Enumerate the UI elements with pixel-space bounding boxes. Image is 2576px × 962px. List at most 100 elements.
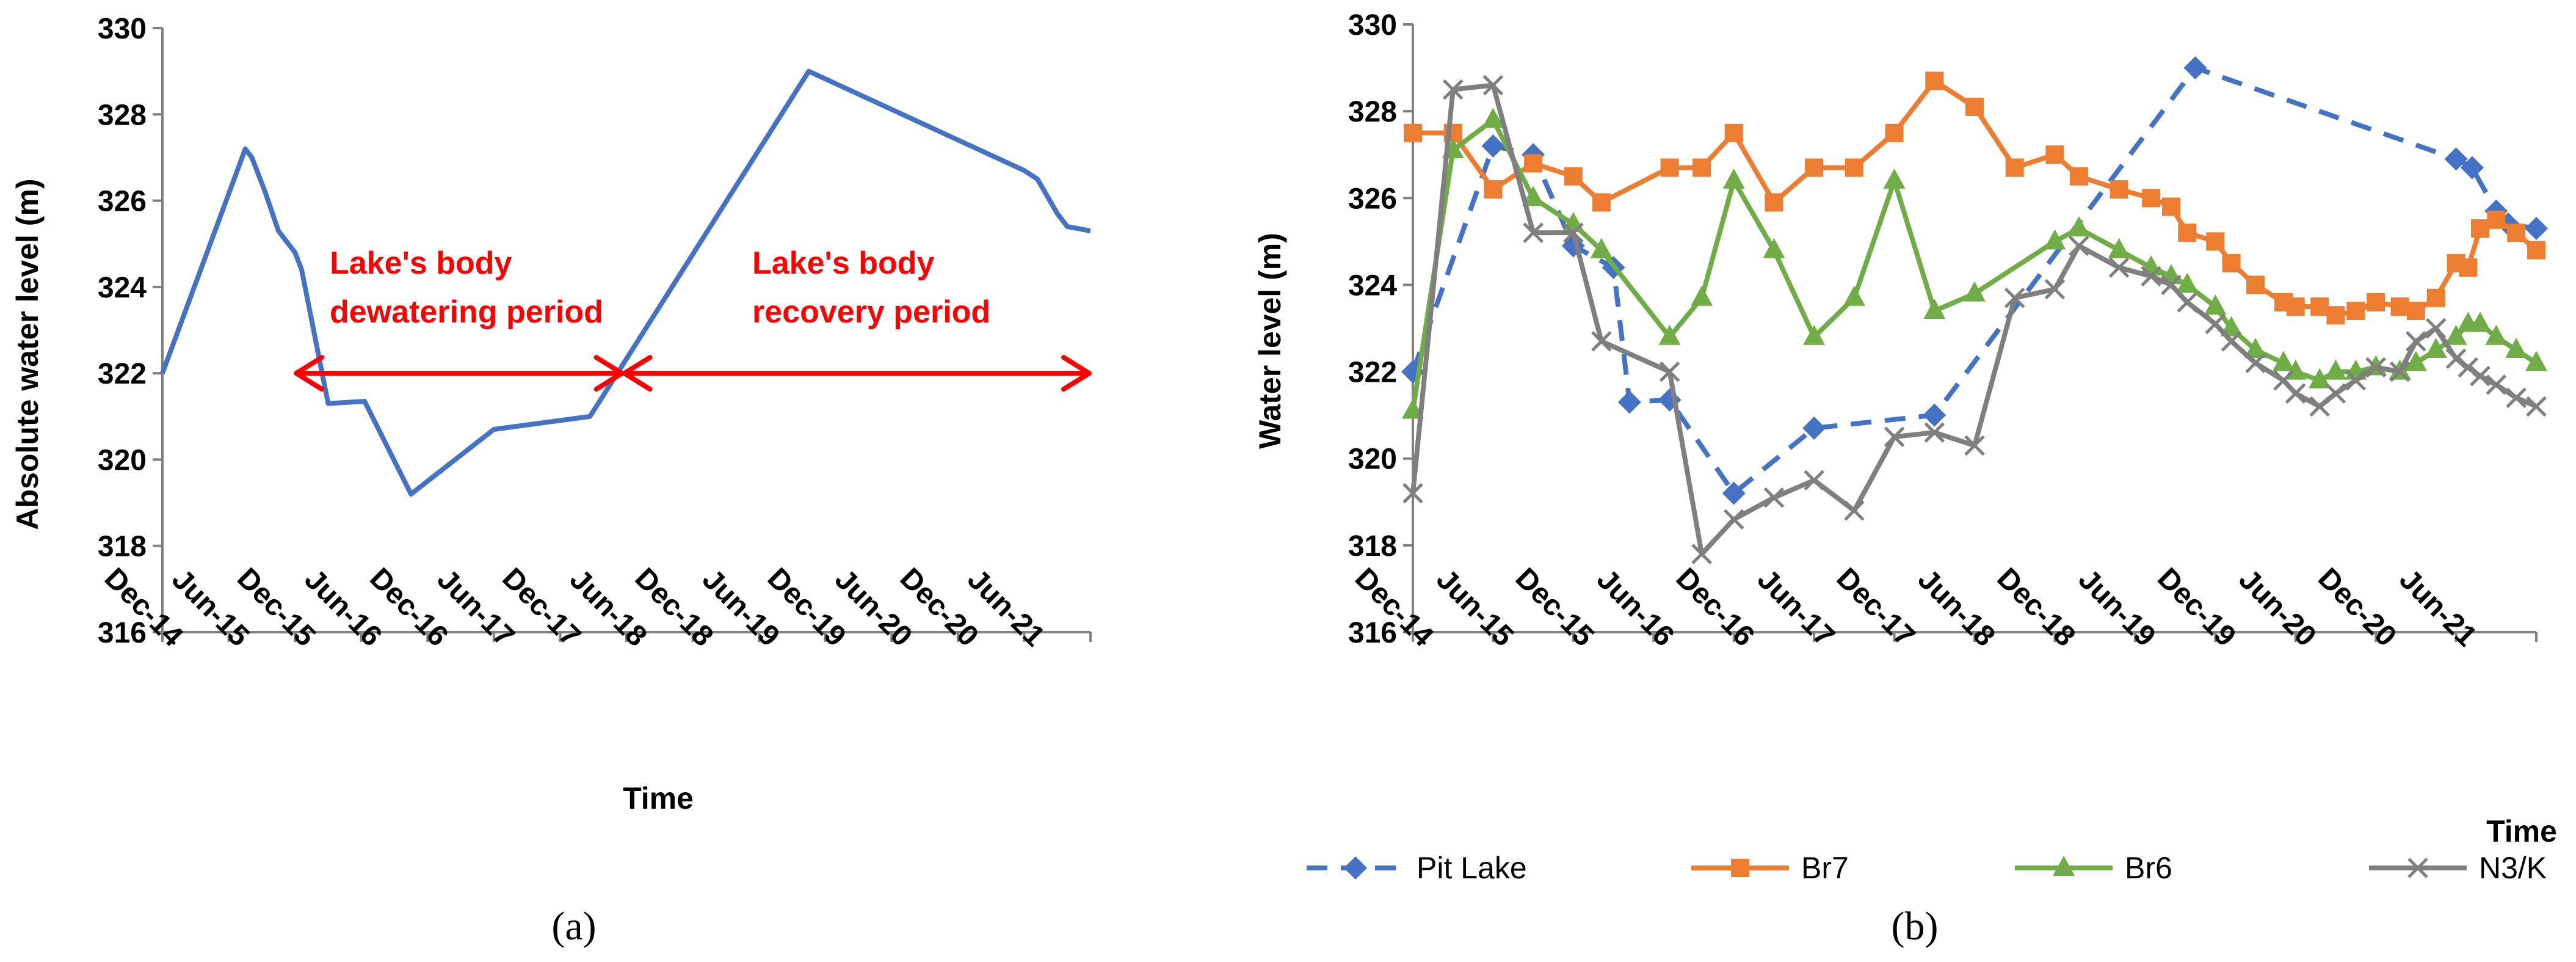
panel-b-label: (b)	[1892, 904, 1939, 949]
panel-a-label: (a)	[551, 904, 596, 949]
data-point-br6	[2067, 216, 2090, 237]
data-point-br7	[1925, 71, 1944, 90]
data-point-br6	[2525, 351, 2547, 371]
data-point-n3-k	[2325, 383, 2346, 404]
data-point-br7	[2222, 253, 2241, 272]
data-point-n3-k	[2108, 257, 2130, 278]
data-point-br6	[1590, 238, 1613, 258]
recovery-annotation-line1: Lake's body	[752, 246, 935, 281]
data-point-br6	[1763, 238, 1785, 258]
series-line-n3-k	[1410, 82, 2538, 557]
y-tick-label: 322	[1348, 357, 1397, 389]
recovery-arrow-head-left	[622, 355, 653, 392]
x-tick-label: Jun-15	[1430, 563, 1520, 653]
data-point-n3-k	[2069, 235, 2089, 257]
panel-b-x-axis-title: Time	[2486, 814, 2557, 848]
data-point-n3-k	[1591, 331, 1612, 352]
legend-label: Br7	[1801, 851, 1849, 885]
data-point-pit-lake	[1617, 390, 1641, 414]
data-point-pit-lake	[2460, 156, 2484, 180]
data-point-br7	[2487, 210, 2506, 229]
y-tick-label: 316	[98, 617, 147, 649]
panel-a-y-axis-title: Absolute water level (m)	[10, 178, 45, 530]
y-tick-label: 326	[1348, 183, 1397, 215]
data-point-br7	[2206, 232, 2225, 251]
data-point-br6	[1923, 299, 1946, 319]
data-point-br7	[2162, 197, 2180, 216]
y-tick-label: 328	[1348, 96, 1397, 128]
data-point-n3-k	[1691, 544, 1712, 564]
data-point-br7	[2178, 224, 2197, 242]
data-point-br7	[1693, 158, 1711, 177]
data-point-br7	[1404, 123, 1422, 142]
data-point-br7	[2286, 297, 2305, 316]
data-point-br6	[1482, 107, 1504, 128]
data-point-n3-k	[2309, 396, 2330, 417]
data-point-br7	[2507, 224, 2526, 242]
y-tick-label: 330	[1348, 9, 1397, 42]
data-point-br7	[1524, 154, 1543, 173]
data-point-br6	[2469, 312, 2491, 332]
data-point-br7	[2045, 145, 2064, 164]
data-point-n3-k	[2285, 383, 2306, 404]
x-tick-label: Jun-21	[2393, 563, 2483, 653]
x-tick-label: Dec-16	[1670, 562, 1761, 653]
legend-label: Br6	[2125, 851, 2172, 885]
y-tick-label: 320	[1348, 443, 1397, 476]
data-point-n3-k	[2486, 374, 2507, 395]
x-tick-label: Dec-15	[1509, 562, 1600, 653]
dewatering-annotation-line2: dewatering period	[330, 294, 603, 330]
data-point-n3-k	[1523, 222, 1544, 243]
data-point-pit-lake	[2444, 147, 2468, 171]
data-point-br7	[2005, 158, 2024, 177]
data-point-br7	[1660, 158, 1679, 177]
data-point-n3-k	[2004, 287, 2025, 308]
data-point-br7	[2326, 306, 2345, 325]
x-tick-label: Dec-18	[1990, 562, 2081, 653]
data-point-br7	[2110, 180, 2128, 199]
y-tick-label: 320	[98, 444, 147, 476]
y-tick-label: 328	[98, 99, 147, 131]
y-tick-label: 330	[98, 13, 147, 45]
data-point-n3-k	[2221, 331, 2242, 352]
data-point-br7	[1724, 123, 1743, 142]
data-point-br6	[1522, 186, 1545, 206]
data-point-br7	[1885, 123, 1904, 142]
data-point-n3-k	[2425, 318, 2447, 339]
data-point-br6	[2309, 368, 2331, 388]
y-tick-label: 318	[98, 531, 147, 563]
x-tick-label: Dec-17	[1830, 562, 1921, 653]
data-point-n3-k	[1563, 222, 1584, 243]
data-point-n3-k	[2445, 348, 2467, 370]
data-point-n3-k	[2506, 387, 2527, 408]
data-point-n3-k	[1442, 79, 1464, 100]
y-tick-label: 324	[1348, 269, 1397, 302]
data-point-br6	[2505, 338, 2528, 359]
data-point-n3-k	[2365, 357, 2386, 378]
data-point-br6	[2044, 229, 2066, 250]
data-point-br6	[1803, 324, 1826, 345]
data-point-br7	[2527, 241, 2545, 260]
data-point-n3-k	[2406, 331, 2426, 352]
data-point-n3-k	[2245, 352, 2266, 374]
data-point-br6	[2108, 238, 2130, 258]
data-point-br7	[1484, 180, 1503, 199]
recovery-annotation-line2: recovery period	[752, 294, 990, 330]
data-point-br7	[1845, 158, 1863, 177]
legend-label: Pit Lake	[1417, 851, 1527, 885]
dewatering-annotation-line1: Lake's body	[330, 246, 512, 281]
x-tick-label: Jun-16	[1591, 563, 1680, 653]
data-point-br6	[1658, 324, 1681, 345]
x-tick-label: Jun-19	[2072, 563, 2162, 653]
y-tick-label: 326	[98, 186, 147, 218]
dewatering-arrow-head-right	[593, 355, 625, 392]
data-point-br7	[2459, 258, 2478, 277]
data-point-br6	[2176, 272, 2199, 293]
data-point-br7	[2310, 297, 2329, 316]
data-point-n3-k	[2177, 292, 2198, 313]
data-point-n3-k	[1804, 470, 1824, 491]
data-point-br7	[1805, 158, 1824, 177]
data-point-br6	[2204, 294, 2227, 315]
y-tick-label: 318	[1348, 530, 1397, 563]
